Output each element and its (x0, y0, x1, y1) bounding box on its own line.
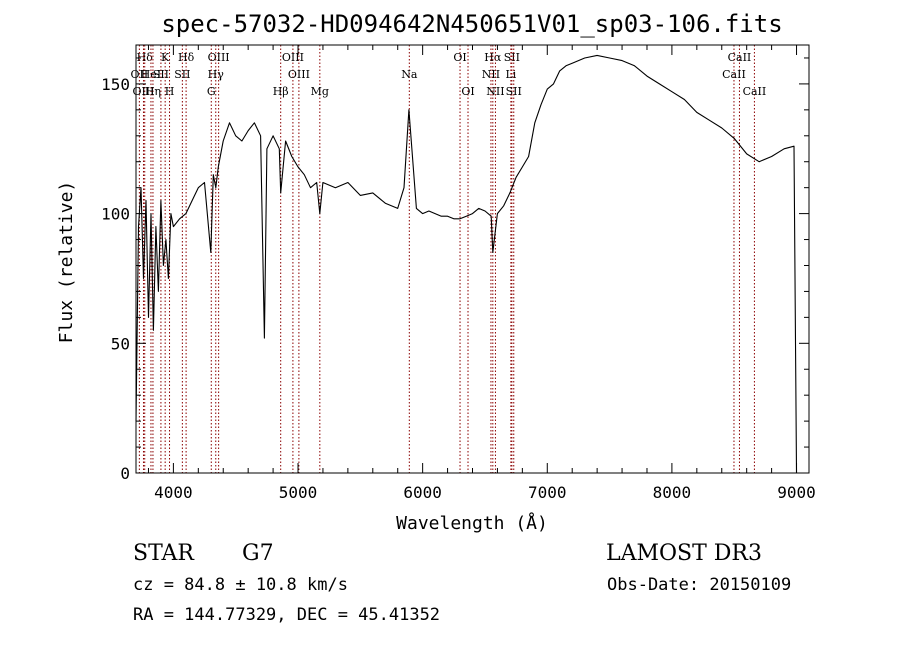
subclass: G7 (242, 541, 274, 566)
survey-name: LAMOST DR3 (606, 541, 762, 566)
x-tick-label: 8000 (653, 483, 692, 502)
coordinates: RA = 144.77329, DEC = 45.41352 (133, 605, 440, 625)
x-tick-label: 6000 (403, 483, 442, 502)
x-axis-label: Wavelength (Å) (396, 512, 548, 534)
y-tick-label: 0 (120, 464, 130, 483)
spectral-line-label: K (161, 51, 170, 64)
spectral-line-label: Hα (484, 51, 502, 64)
spectral-line-label: OI (453, 51, 466, 64)
x-tick-label: 9000 (777, 483, 816, 502)
spectral-line-label: CaII (743, 85, 767, 98)
spectral-line-label: Li (505, 68, 516, 81)
redshift-velocity: cz = 84.8 ± 10.8 km/s (133, 575, 348, 595)
object-class: STAR (133, 541, 195, 566)
spectral-line-label: H (165, 85, 175, 98)
series-line-flux (135, 54, 798, 474)
spectral-line-label: Mg (311, 85, 329, 98)
spectral-line-label: SII (504, 51, 520, 64)
spectral-line-label: HeI (141, 68, 161, 81)
spectral-line-label: G (207, 85, 216, 98)
spectral-line-label: SII (506, 85, 522, 98)
spectral-line-label: Na (401, 68, 418, 81)
observation-date: Obs-Date: 20150109 (607, 575, 791, 595)
spectral-line-label: NII (482, 68, 500, 81)
y-tick-label: 50 (111, 334, 130, 353)
y-tick-label: 150 (101, 75, 130, 94)
y-axis-label: Flux (relative) (56, 181, 77, 344)
plot-frame (135, 44, 810, 474)
axes: 4000 5000 6000 7000 8000 9000 0 50 100 150 (101, 45, 816, 502)
spectral-line-label: Hβ (273, 85, 289, 98)
spectral-line-label: OIII (208, 51, 230, 64)
spectral-line-label: OIII (282, 51, 304, 64)
spectral-line-label: Hη (145, 85, 161, 98)
spectral-line-label: CaII (728, 51, 752, 64)
spectral-line-label: OI (461, 85, 474, 98)
flux-series (135, 54, 798, 474)
y-tick-label: 100 (101, 205, 130, 224)
spectral-line-label: Hγ (208, 68, 225, 81)
spectral-line-label: Hδ (178, 51, 195, 64)
spectral-line-label: NII (486, 85, 504, 98)
x-tick-label: 4000 (154, 483, 193, 502)
spectral-line-label: Hδ (137, 51, 154, 64)
spectral-line-label: SII (153, 68, 169, 81)
spectral-line-label: OIII (132, 85, 154, 98)
spectral-line-label: SII (174, 68, 190, 81)
spectral-line-label: OIII (288, 68, 310, 81)
chart-title: spec-57032-HD094642N450651V01_sp03-106.f… (161, 10, 782, 38)
x-tick-label: 7000 (528, 483, 567, 502)
x-tick-label: 5000 (279, 483, 318, 502)
spectral-line-label: CaII (722, 68, 746, 81)
